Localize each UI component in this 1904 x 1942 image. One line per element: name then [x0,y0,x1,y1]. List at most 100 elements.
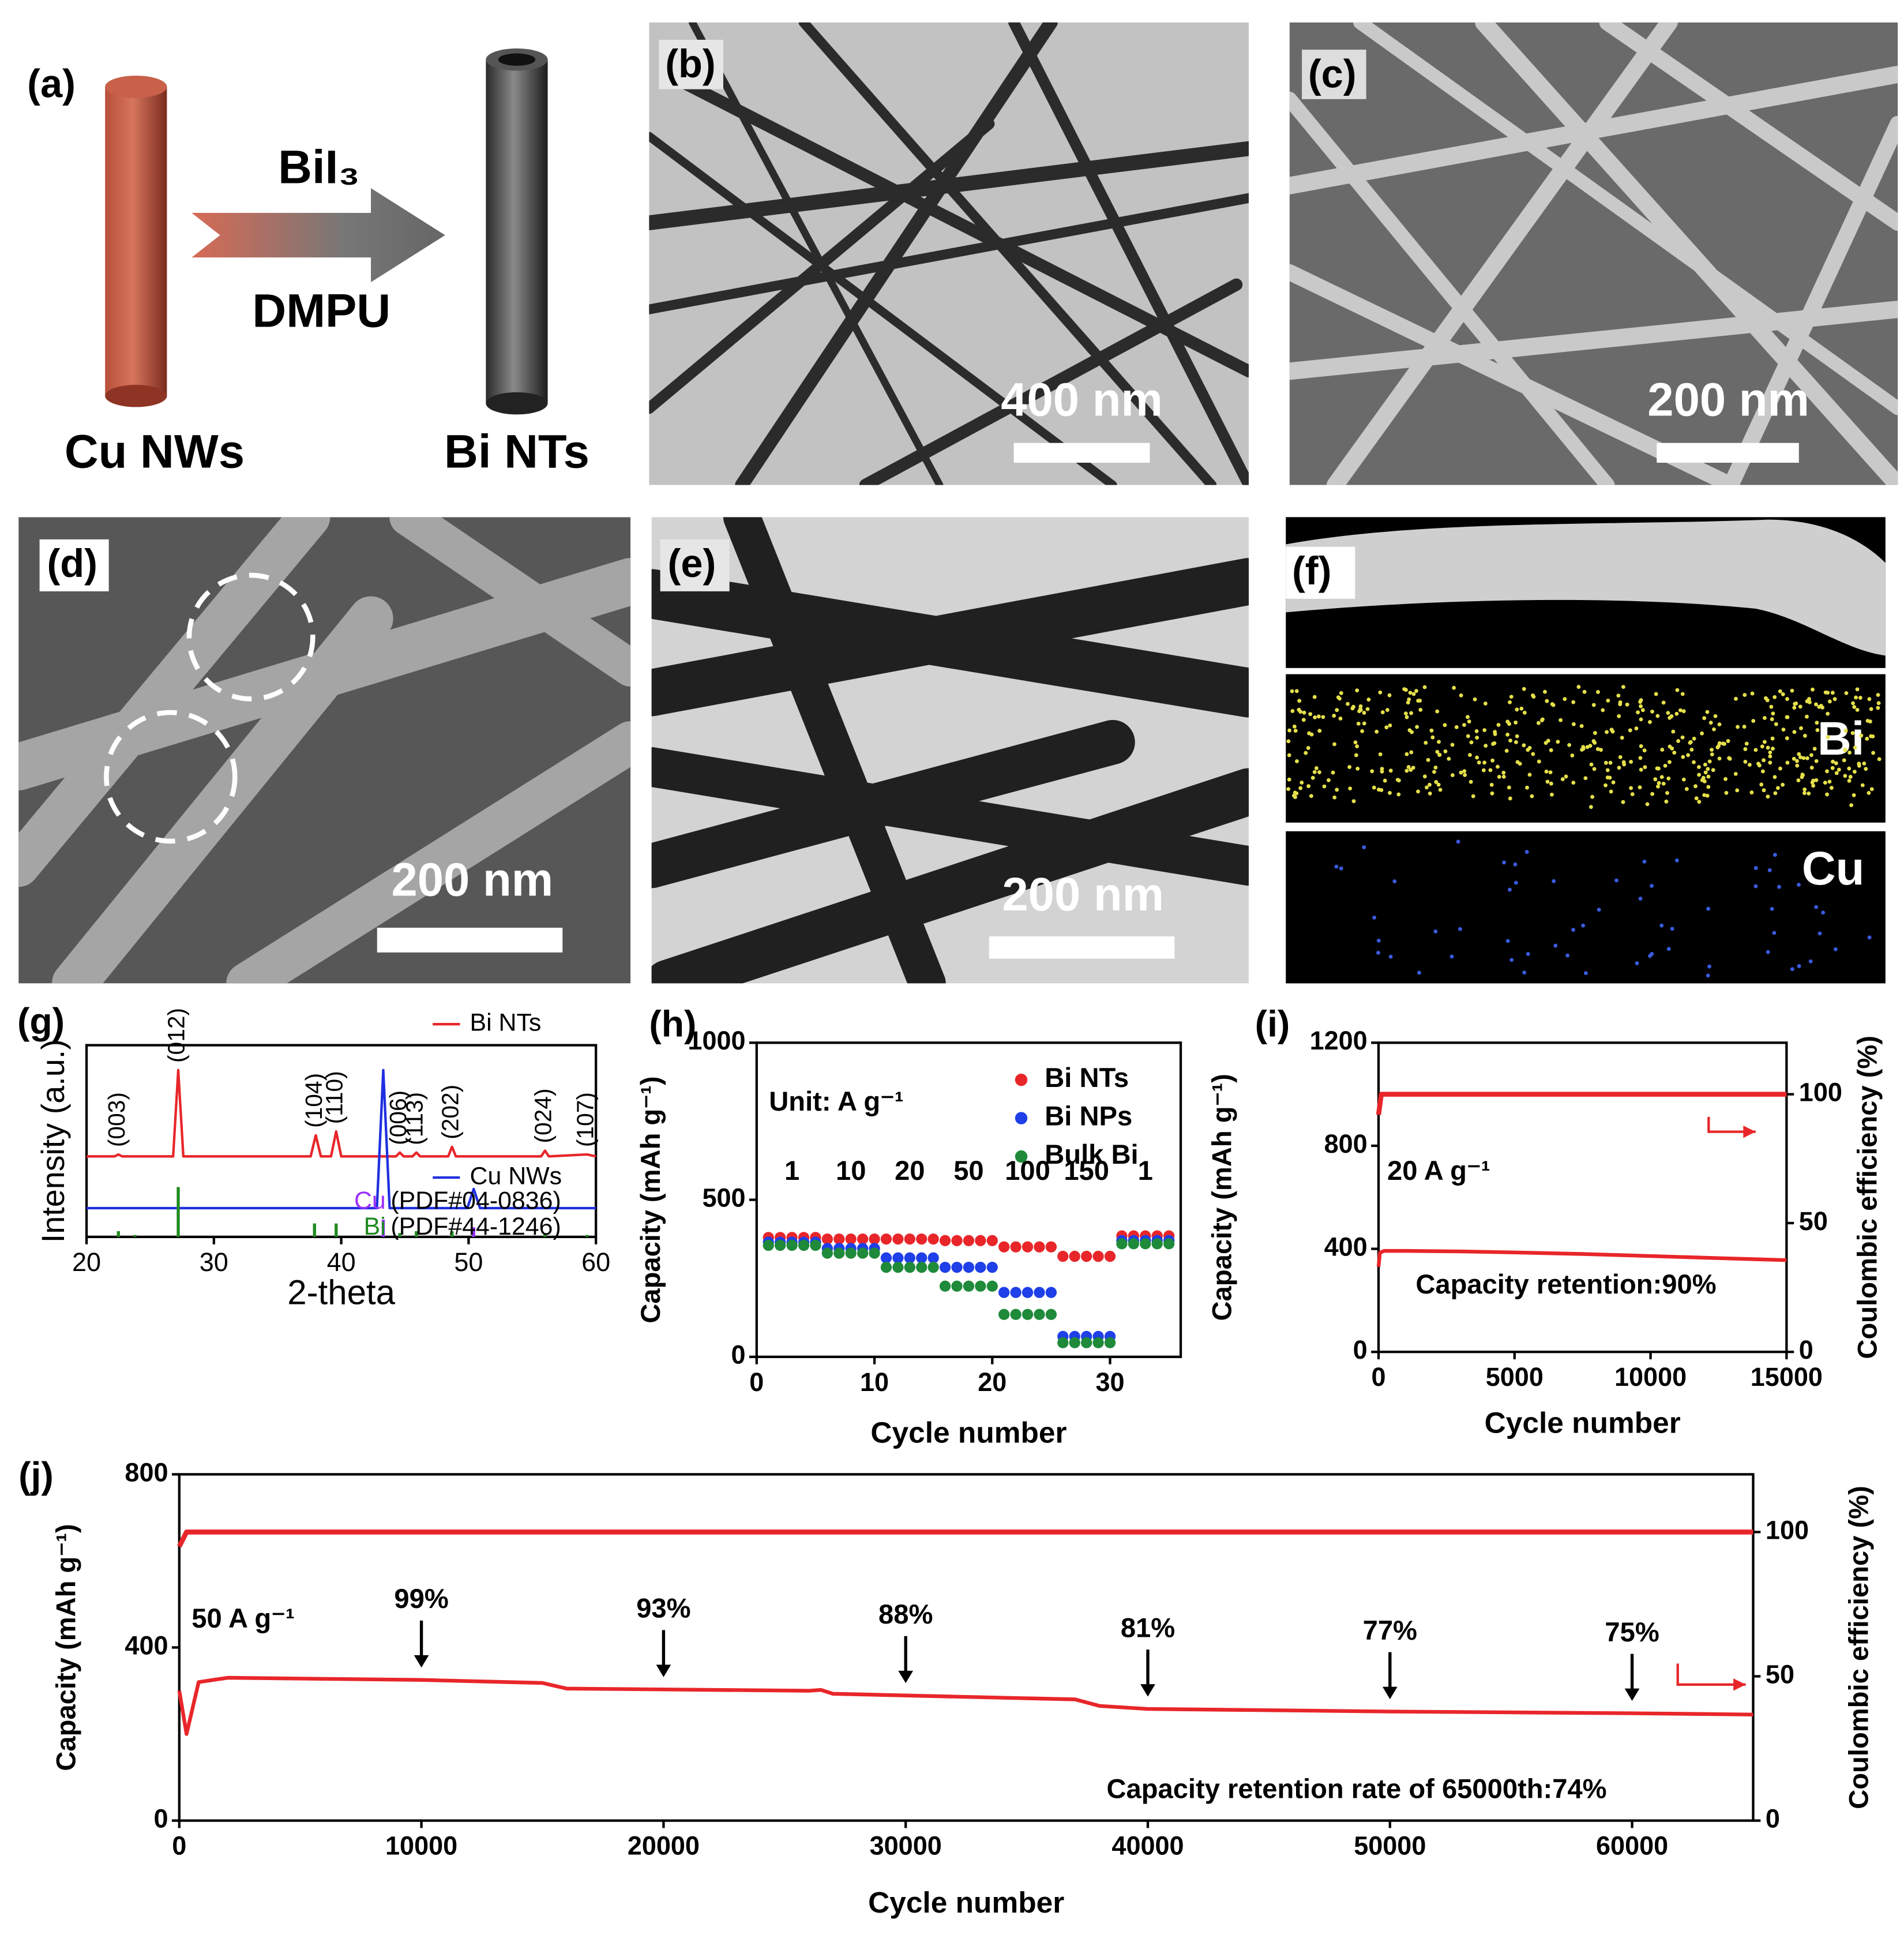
bi-signal [1869,787,1874,792]
bi-signal [1418,707,1423,712]
y2-tick-label: 50 [1799,1206,1828,1236]
bi-signal [1388,723,1392,728]
cu-signal [1650,884,1654,888]
y-axis-title: Capacity (mAh g⁻¹) [1207,1074,1237,1321]
cu-signal [1502,860,1507,865]
bi-signal [1422,774,1427,779]
legend-swatch [1015,1112,1028,1124]
highlight-circle [186,572,316,702]
data-point [1104,1250,1116,1262]
bi-signal [1693,784,1698,789]
data-point [1022,1287,1034,1298]
retention-arrow-head [656,1664,671,1677]
bi-signal [1811,778,1816,783]
bi-signal [1605,775,1610,779]
y-tick-label: 1000 [688,1026,745,1055]
bi-signal [1689,747,1694,752]
x-tick-label: 40000 [1111,1831,1184,1861]
x-tick-label: 10000 [1614,1362,1687,1392]
cu-signal [1513,862,1518,867]
cu-signal [1362,845,1366,850]
y2-axis-title: Coulombic efficiency (%) [1843,1486,1873,1809]
bi-signal [1864,767,1868,771]
bi-signal [1865,737,1869,741]
annotation: 50 A g⁻¹ [191,1603,295,1633]
annotation: 20 A g⁻¹ [1387,1155,1490,1186]
bi-signal [1751,719,1756,723]
bi-signal [1763,716,1767,720]
bi-signal [1629,760,1633,764]
bi-signal [1609,789,1613,794]
element-label: Bi [1817,713,1864,765]
legend-label: Bi NPs [1045,1101,1132,1131]
bi-signal [1785,715,1790,719]
bi-signal [1549,781,1553,786]
bi-signal [1362,721,1366,726]
nanostructure [651,768,1249,984]
rate-label: 150 [1064,1155,1109,1186]
bi-signal [1811,783,1816,788]
bi-signal [1471,794,1475,798]
bi-signal [1482,760,1487,765]
bi-signal [1772,695,1777,699]
bi-signal [1490,758,1495,763]
cu-signal [1772,931,1777,935]
peak-label: (003) [103,1092,130,1147]
bi-signal [1776,786,1780,790]
legend-label: Bi [364,1213,386,1240]
bi-signal [1748,763,1752,767]
bi-signal [1335,708,1339,713]
cu-signal [1638,897,1643,901]
bi-signal [1550,702,1554,706]
data-point [845,1247,857,1259]
data-point [1057,1250,1069,1262]
data-point [939,1235,951,1246]
bi-signal [1298,786,1303,790]
bi-signal [1802,791,1807,795]
bi-signal [1798,755,1802,759]
cu-signal [1456,839,1460,844]
bi-nanotube-bottom [486,392,548,415]
bi-signal [1354,753,1358,758]
bi-signal [1781,692,1785,696]
peak-label: (006) [385,1090,411,1145]
data-point [963,1235,975,1246]
bi-signal [1762,788,1766,793]
cu-signal [1376,950,1380,955]
data-point [939,1261,951,1273]
nanostructure [723,517,946,984]
bi-signal [1332,795,1337,800]
y-tick-label: 800 [125,1457,168,1487]
x-tick-label: 10000 [385,1831,457,1861]
bi-signal [1847,766,1852,771]
nanostructure [651,558,1249,717]
bi-signal [1433,765,1438,770]
tem-image [651,517,1249,984]
bi-signal [1539,718,1544,722]
bi-signal [1710,752,1714,756]
bi-signal [1527,773,1532,777]
bi-signal [1459,770,1463,775]
bi-signal [1450,743,1455,747]
bi-signal [1508,700,1512,704]
cu-signal [1790,967,1794,972]
highlight-circle [104,710,238,844]
bi-map [1286,674,1886,823]
axis-arrow-head [1743,1125,1756,1138]
panel-label: (b) [665,42,716,86]
bi-signal [1657,781,1661,785]
bi-signal [1681,777,1686,782]
bi-signal [1688,741,1692,745]
bi-signal [1645,802,1650,807]
bi-signal [1595,747,1600,751]
bi-signal [1826,711,1830,716]
bi-signal [1438,788,1443,792]
label-box [1286,546,1355,599]
bi-signal [1355,766,1360,771]
data-point [892,1261,904,1273]
cu-signal [1767,868,1772,872]
legend-label: (PDF#44-1246) [390,1213,561,1240]
bi-signal [1545,699,1549,703]
data-point [986,1235,998,1246]
bi-signal [1447,756,1451,761]
